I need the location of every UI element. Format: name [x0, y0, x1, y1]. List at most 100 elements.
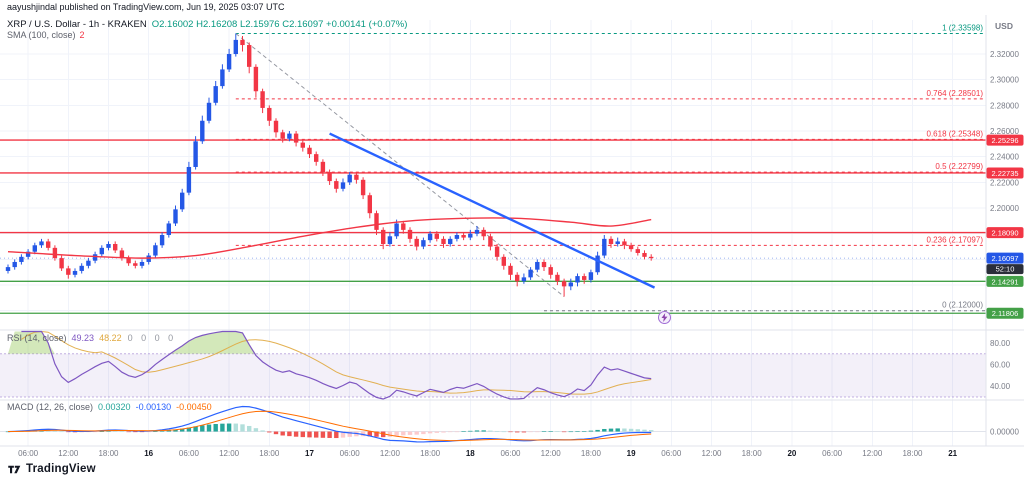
symbol-legend[interactable]: XRP / U.S. Dollar - 1h - KRAKEN O2.16002 … [7, 19, 407, 30]
candle-body [434, 233, 439, 239]
candle-body [387, 236, 393, 244]
candle-body [307, 147, 312, 155]
candle-body [334, 181, 339, 189]
currency-label: USD [995, 21, 1013, 31]
fib-level-label: 0.236 (2.17097) [927, 235, 984, 244]
candle-body [287, 133, 292, 139]
candle-body [374, 213, 379, 230]
candle-body [501, 256, 506, 266]
time-axis-label: 19 [627, 449, 636, 458]
candle-body [649, 256, 654, 259]
macd-zero-label: 0.00000 [990, 428, 1019, 437]
candle-body [106, 243, 111, 248]
candle-body [133, 263, 138, 266]
price-tick-label: 2.24000 [990, 153, 1019, 162]
time-axis-label: 12:00 [701, 449, 722, 458]
time-axis-label: 12:00 [380, 449, 401, 458]
candle-body [92, 254, 98, 261]
candle-body [180, 192, 185, 210]
candle-body [314, 154, 319, 162]
price-badge[interactable]: 2.25296 [986, 134, 1024, 146]
candle-body [186, 166, 192, 193]
macd-legend[interactable]: MACD (12, 26, close) 0.00320 -0.00130 -0.00… [7, 402, 212, 412]
candle-body [635, 249, 640, 253]
publish-info-bar: aayushjindal published on TradingView.co… [0, 0, 1024, 15]
candle-body [568, 282, 573, 287]
rsi-line [21, 330, 652, 400]
candle-body [293, 133, 299, 143]
rsi-label: RSI (14, close) [7, 333, 67, 343]
candle-body [347, 174, 352, 183]
candle-body [468, 233, 473, 238]
candle-body [582, 276, 587, 280]
time-axis-label: 16 [144, 449, 153, 458]
candle-body [226, 54, 232, 70]
price-tick-label: 2.30000 [990, 76, 1019, 85]
price-badge[interactable]: 2.11806 [986, 307, 1024, 319]
candle-body [622, 241, 627, 246]
candle-body [461, 235, 466, 238]
sma-100-line[interactable] [7, 217, 652, 259]
candle-body [200, 120, 205, 142]
time-axis[interactable]: 06:00 12:00 18:00 16 06:00 12:00 18:00 17 06:00 1… [18, 449, 958, 458]
fib-level-label: 1 (2.33598) [942, 24, 983, 33]
time-axis-label: 06:00 [822, 449, 843, 458]
candles-series [5, 33, 654, 297]
time-axis-label: 12:00 [862, 449, 883, 458]
sma-legend[interactable]: SMA (100, close) 2 [7, 30, 85, 40]
candle-body [113, 243, 118, 251]
candle-body [381, 229, 386, 244]
descending-trendline[interactable] [329, 132, 656, 289]
candle-body [233, 39, 238, 55]
candle-body [166, 223, 171, 236]
time-axis-label: 12:00 [541, 449, 562, 458]
candle-body [126, 258, 131, 264]
candle-body [407, 229, 413, 239]
price-badge[interactable]: 2.22735 [986, 167, 1024, 179]
macd-signal-value: -0.00450 [176, 402, 212, 412]
sma-value: 2 [79, 30, 85, 40]
footer-bar: TradingView [0, 459, 1024, 479]
candle-body [427, 233, 433, 241]
svg-text:2.14291: 2.14291 [991, 277, 1018, 286]
price-badge[interactable]: 2.18090 [986, 227, 1024, 239]
time-axis-label: 06:00 [18, 449, 39, 458]
rsi-legend[interactable]: RSI (14, close) 49.23 48.22 0 0 0 0 [7, 333, 176, 343]
candle-body [59, 258, 64, 269]
time-axis-label: 18 [466, 449, 475, 458]
idea-marker-icon[interactable] [658, 311, 671, 324]
svg-text:2.16097: 2.16097 [991, 254, 1018, 263]
candle-body [535, 261, 540, 270]
price-badge[interactable]: 2.14291 [986, 275, 1024, 287]
ohlc-values: O2.16002 H2.16208 L2.15976 C2.16097 +0.0… [151, 19, 408, 30]
svg-text:52:10: 52:10 [996, 265, 1015, 274]
price-tick-label: 2.32000 [990, 50, 1019, 59]
fib-retracement[interactable] [235, 33, 986, 312]
candle-body [488, 236, 493, 247]
time-axis-label: 17 [305, 449, 314, 458]
candle-body [193, 141, 198, 167]
tradingview-logo-icon[interactable] [7, 462, 22, 477]
tradingview-brand-text[interactable]: TradingView [26, 463, 96, 475]
svg-text:2.25296: 2.25296 [991, 136, 1018, 145]
current-price-badge[interactable]: 2.16097 52:10 [986, 252, 1024, 275]
candle-body [588, 272, 594, 280]
time-axis-label: 18:00 [742, 449, 763, 458]
candle-body [320, 161, 326, 173]
candle-body [25, 251, 31, 257]
candle-body [19, 256, 24, 262]
candle-body [260, 91, 265, 108]
fib-baseline[interactable] [235, 33, 565, 298]
rsi-band [0, 353, 986, 397]
price-axis[interactable]: USD 2.32000 2.30000 2.28000 2.26000 2.24000 2.… [990, 21, 1019, 437]
candle-body [206, 102, 212, 121]
candle-body [508, 265, 513, 275]
macd-hist-value: 0.00320 [98, 402, 131, 412]
time-axis-label: 18:00 [98, 449, 119, 458]
fib-level-label: 0 (2.12000) [942, 301, 983, 310]
symbol-title: XRP / U.S. Dollar - 1h - KRAKEN [7, 19, 147, 30]
candle-body [79, 265, 84, 271]
chart-canvas[interactable]: USD 2.32000 2.30000 2.28000 2.26000 2.24000 2.… [0, 15, 1024, 459]
candle-body [46, 241, 51, 248]
